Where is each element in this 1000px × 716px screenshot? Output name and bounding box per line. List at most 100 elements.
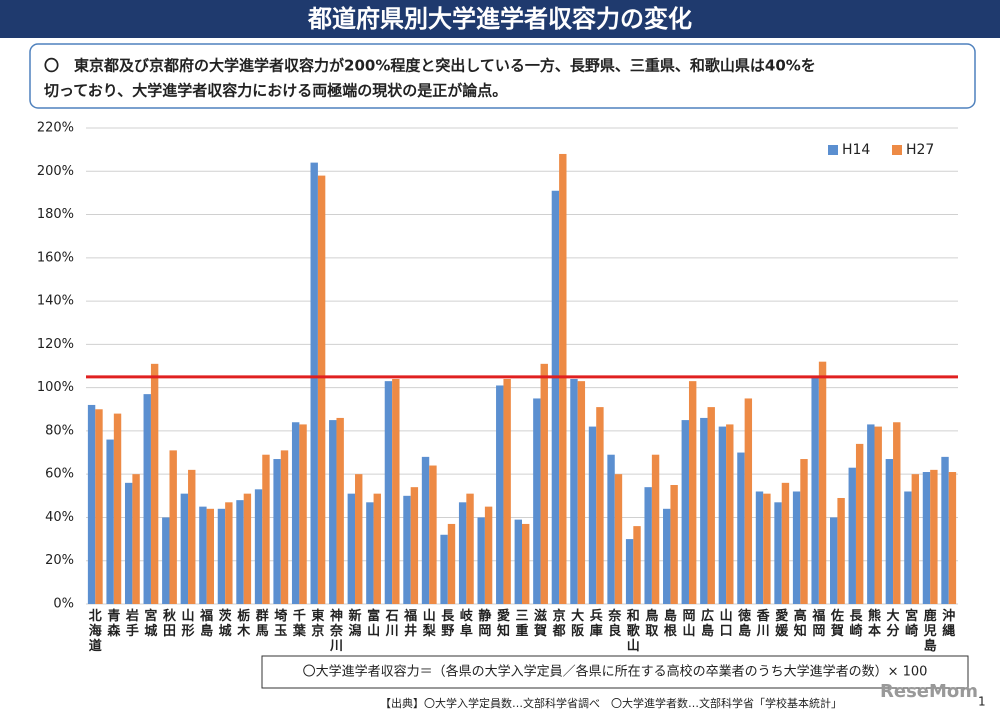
x-tick-label: 京都 — [552, 608, 566, 639]
x-tick-label: 北海道 — [89, 609, 102, 654]
bar — [570, 378, 578, 604]
bar — [763, 493, 771, 604]
bar — [911, 474, 920, 604]
bar — [625, 539, 634, 604]
y-tick-label: 20% — [45, 553, 74, 568]
bar — [559, 153, 567, 605]
x-tick-label: 鳥取 — [645, 608, 659, 639]
x-tick-label: 兵庫 — [590, 608, 603, 639]
bar — [384, 381, 393, 604]
x-tick-label: 長崎 — [849, 609, 863, 639]
source: 【出典】〇大学入学定員数…文部科学省調べ 〇大学進学者数…文部科学省「学校基本統… — [380, 696, 842, 710]
bar — [830, 517, 838, 604]
x-tick-label: 岡山 — [682, 609, 695, 639]
note-line: 〇 東京都及び京都府の大学進学者収容力が200%程度と突出している一方、長野県、… — [44, 57, 816, 75]
bar — [132, 474, 140, 604]
bar — [373, 493, 381, 604]
bar — [941, 456, 949, 604]
x-tick-label: 徳島 — [737, 608, 751, 639]
y-tick-label: 120% — [37, 337, 74, 352]
x-tick-label: 愛媛 — [774, 608, 789, 639]
x-tick-label: 長野 — [441, 609, 455, 639]
bar — [169, 450, 177, 604]
bar — [596, 407, 604, 604]
x-tick-label: 千葉 — [292, 608, 307, 639]
bar — [614, 474, 623, 604]
bar — [291, 422, 300, 604]
bar — [540, 363, 548, 604]
page-number: 1 — [978, 695, 986, 709]
y-tick-label: 140% — [37, 294, 74, 309]
bar — [403, 495, 411, 604]
x-tick-label: 茨城 — [219, 608, 233, 639]
x-tick-label: 神奈川 — [329, 608, 344, 654]
bar — [392, 378, 400, 604]
bar — [243, 493, 252, 604]
bar — [848, 467, 856, 604]
y-tick-label: 40% — [45, 510, 74, 525]
bar — [588, 426, 597, 604]
y-tick-label: 80% — [45, 423, 74, 438]
bar — [162, 517, 170, 604]
bar — [644, 487, 652, 604]
bar — [347, 493, 356, 604]
bar — [707, 407, 715, 604]
y-tick-label: 0% — [53, 597, 74, 612]
legend-label: H27 — [906, 142, 934, 158]
x-tick-label: 和歌山 — [627, 608, 641, 654]
bar — [514, 519, 522, 604]
bar — [744, 398, 753, 604]
bar — [206, 508, 214, 604]
bar — [458, 502, 467, 604]
bar — [885, 459, 894, 604]
bar — [410, 487, 419, 604]
bar — [429, 465, 437, 604]
bar — [188, 469, 196, 604]
x-tick-label: 滋賀 — [533, 608, 547, 639]
bar — [930, 469, 938, 604]
y-tick-label: 200% — [37, 164, 74, 179]
x-tick-label: 奈良 — [607, 608, 622, 639]
bar — [421, 456, 430, 604]
x-tick-label: 石川 — [385, 609, 399, 639]
bar — [317, 175, 326, 604]
bar — [811, 376, 819, 604]
y-tick-label: 220% — [37, 121, 74, 136]
bar — [874, 426, 882, 604]
bar — [447, 523, 456, 604]
bar — [299, 424, 307, 604]
note-line: 切っており、大学進学者収容力における両極端の現状の是正が論点。 — [44, 82, 507, 100]
bar — [718, 426, 727, 604]
bar — [551, 190, 560, 604]
bar — [273, 459, 281, 604]
bar — [522, 523, 530, 604]
formula-box — [261, 655, 969, 689]
bar — [774, 502, 782, 604]
bar — [670, 485, 678, 604]
x-tick-label: 沖縄 — [942, 608, 955, 639]
bar — [737, 452, 745, 604]
bar — [800, 459, 808, 604]
bar — [948, 472, 957, 604]
legend-swatch — [828, 145, 838, 155]
bar — [651, 454, 660, 604]
bar — [726, 424, 734, 604]
slide-title: 都道府県別大学進学者収容力の変化 — [307, 5, 692, 33]
bar — [607, 454, 615, 604]
bar — [124, 482, 133, 604]
x-tick-label: 秋田 — [163, 608, 177, 639]
x-tick-label: 福岡 — [811, 608, 825, 639]
bar — [150, 363, 159, 604]
x-tick-label: 高知 — [794, 608, 807, 639]
bar — [225, 502, 233, 604]
bar — [106, 439, 114, 604]
bar — [633, 526, 641, 604]
x-tick-label: 佐賀 — [830, 608, 844, 639]
title-bar — [0, 0, 1000, 38]
x-tick-label: 愛知 — [497, 608, 510, 639]
bar — [280, 450, 289, 604]
x-tick-label: 福井 — [403, 608, 417, 639]
bar — [533, 398, 541, 604]
x-tick-label: 東京 — [311, 608, 324, 639]
bar — [755, 491, 764, 604]
